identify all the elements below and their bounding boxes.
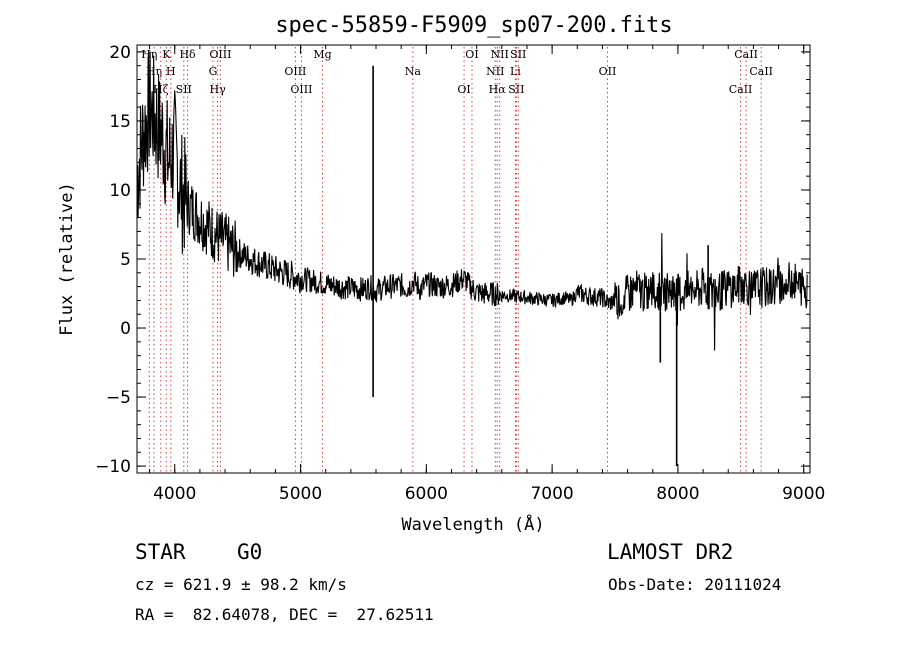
x-tick-label-2: 6000	[405, 484, 448, 504]
x-tick-label-1: 5000	[279, 484, 322, 504]
spectral-line-markers: HηHηHζKHSIIHδGHγOIIIOIIIOIIIMgNaOIOINIIH…	[141, 47, 773, 473]
line-label-21: SII	[510, 48, 526, 61]
line-label-8: Hγ	[210, 83, 227, 96]
line-label-11: OIII	[290, 83, 312, 96]
sky-coordinates: RA = 82.64078, DEC = 27.62511	[135, 605, 434, 624]
line-label-5: SII	[176, 83, 192, 96]
redshift-velocity: cz = 621.9 ± 98.2 km/s	[135, 575, 347, 594]
y-tick-label-0: −10	[95, 457, 131, 477]
y-tick-label-1: −5	[106, 388, 131, 408]
line-label-25: CaII	[749, 65, 773, 78]
line-label-7: G	[209, 65, 218, 78]
line-label-9: OIII	[209, 48, 231, 61]
x-tick-label-4: 8000	[656, 484, 699, 504]
line-label-2: Hζ	[153, 83, 169, 96]
observation-date: Obs-Date: 20111024	[608, 575, 782, 594]
line-label-4: H	[166, 65, 176, 78]
line-label-23: CaII	[729, 83, 753, 96]
line-label-13: Na	[405, 65, 422, 78]
y-tick-label-2: 0	[120, 319, 131, 339]
x-tick-label-5: 9000	[782, 484, 825, 504]
line-label-12: Mg	[313, 48, 331, 61]
y-axis-label: Flux (relative)	[57, 182, 77, 336]
spectrum-plot: spec-55859-F5909_sp07-200.fits HηHηHζKHS…	[57, 13, 825, 535]
line-label-22: OII	[599, 65, 617, 78]
line-label-18: NII	[491, 48, 509, 61]
y-tick-label-3: 5	[120, 250, 131, 270]
survey-name: LAMOST DR2	[607, 540, 734, 564]
line-label-6: Hδ	[179, 48, 196, 61]
tick-labels: 4000 5000 6000 7000 8000 9000 −10 −5 0 5 10 15 20	[95, 43, 825, 504]
line-label-15: OI	[465, 48, 478, 61]
object-class: STAR	[135, 540, 186, 564]
line-label-19: Li	[510, 65, 521, 78]
line-label-3: K	[162, 48, 171, 61]
line-label-16: NII	[486, 65, 504, 78]
x-axis-label: Wavelength (Å)	[401, 513, 544, 535]
line-label-0: Hη	[141, 48, 157, 61]
y-tick-label-4: 10	[109, 181, 131, 201]
line-label-20: SII	[508, 83, 524, 96]
line-label-17: Hα	[489, 83, 507, 96]
x-tick-label-3: 7000	[530, 484, 573, 504]
y-tick-label-5: 15	[109, 112, 131, 132]
x-tick-label-0: 4000	[153, 484, 196, 504]
object-subclass: G0	[237, 540, 263, 564]
line-label-14: OI	[457, 83, 470, 96]
spectrum-line	[136, 51, 808, 351]
chart-title: spec-55859-F5909_sp07-200.fits	[275, 13, 672, 38]
line-label-10: OIII	[284, 65, 306, 78]
spectrum-spikes	[372, 65, 709, 467]
line-label-24: CaII	[734, 48, 758, 61]
plot-frame	[136, 44, 811, 474]
y-tick-label-6: 20	[109, 43, 131, 63]
